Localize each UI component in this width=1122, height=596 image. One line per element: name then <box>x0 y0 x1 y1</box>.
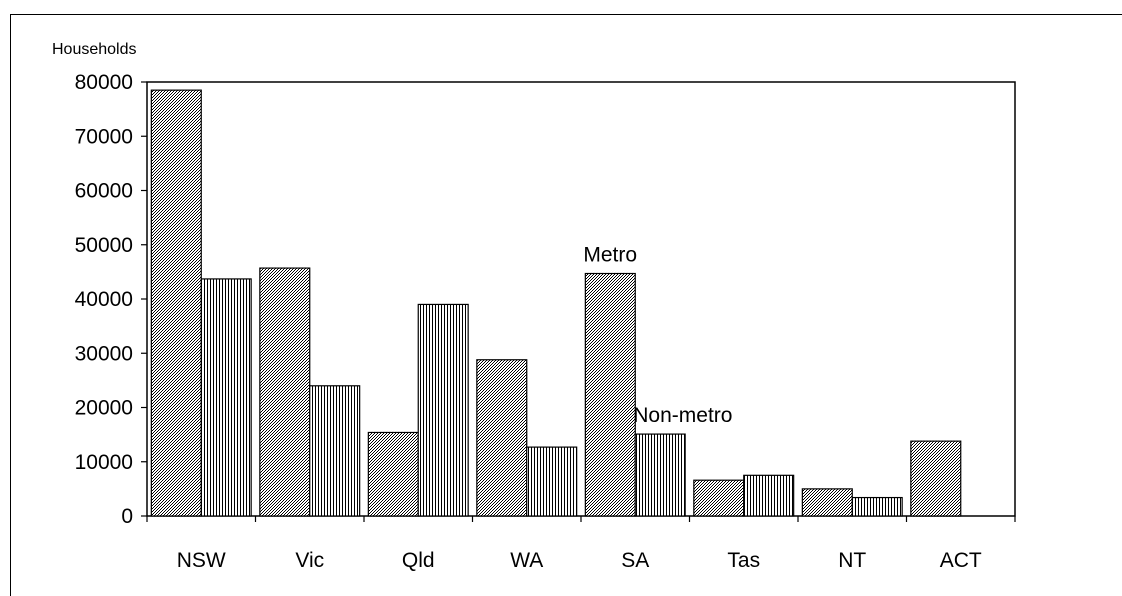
bar-nonmetro <box>417 303 469 517</box>
bar-metro <box>476 359 528 517</box>
x-tick-label: NSW <box>177 549 226 572</box>
y-axis-label: Households <box>52 41 137 58</box>
chart-frame <box>10 14 1122 596</box>
y-tick-label: 30000 <box>75 342 133 365</box>
x-tick-label: ACT <box>940 549 982 572</box>
bar-nonmetro <box>309 385 361 517</box>
bar-nonmetro <box>200 278 252 517</box>
y-tick-label: 50000 <box>75 234 133 257</box>
bars <box>150 89 962 517</box>
annotation-label: Metro <box>583 244 637 267</box>
bar-metro <box>367 431 419 517</box>
bar-nonmetro <box>851 496 903 517</box>
bar-nonmetro <box>526 446 578 517</box>
y-axis: 0 10000 20000 30000 40000 50000 60000 70000 8000… <box>75 71 147 528</box>
y-tick-label: 20000 <box>75 397 133 420</box>
y-tick-label: 80000 <box>75 71 133 94</box>
bar-metro <box>693 479 745 517</box>
x-tick-label: Tas <box>727 549 760 572</box>
x-tick-label: SA <box>621 549 649 572</box>
annotations: Metro Non-metro <box>583 244 732 428</box>
y-tick-label: 60000 <box>75 180 133 203</box>
y-tick-label: 70000 <box>75 125 133 148</box>
annotation-label: Non-metro <box>633 404 732 427</box>
bar-metro <box>801 488 853 517</box>
y-tick-label: 0 <box>121 505 133 528</box>
bar-metro <box>259 267 311 517</box>
x-axis: NSW Vic Qld WA SA Tas NT ACT <box>146 516 1016 572</box>
x-tick-label: NT <box>838 549 866 572</box>
x-tick-label: WA <box>510 549 543 572</box>
x-tick-label: Qld <box>402 549 435 572</box>
x-tick-label: Vic <box>295 549 324 572</box>
bar-nonmetro <box>743 474 795 517</box>
bar-metro <box>910 440 962 517</box>
bar-metro <box>584 272 636 517</box>
y-tick-label: 40000 <box>75 288 133 311</box>
y-tick-label: 10000 <box>75 451 133 474</box>
bar-metro <box>150 89 202 517</box>
bar-nonmetro <box>634 433 686 517</box>
